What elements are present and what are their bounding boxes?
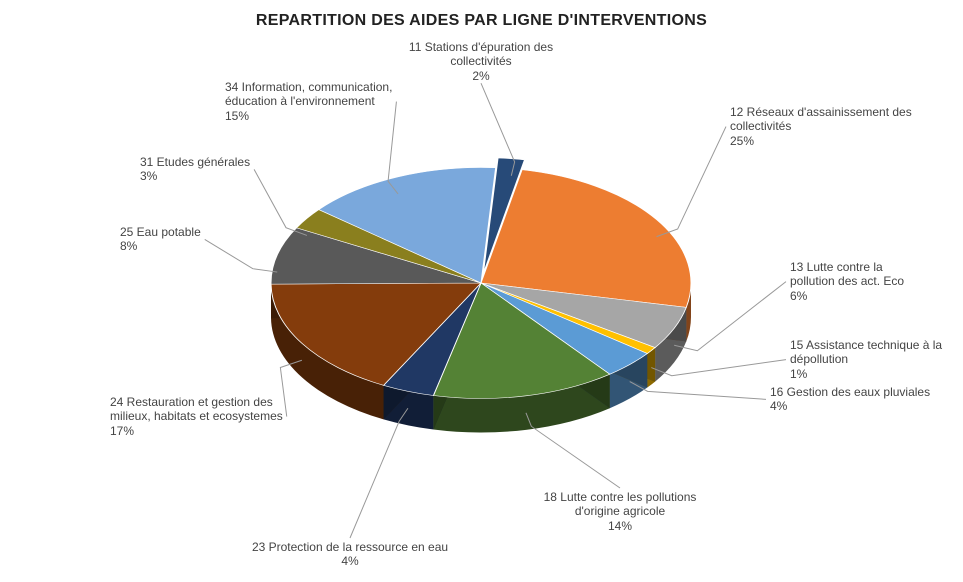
pie-label: 31 Etudes générales3% [140,155,250,184]
pie-label: 25 Eau potable8% [120,225,201,254]
pie-label: 23 Protection de la ressource en eau4% [252,540,448,569]
pie-label: 15 Assistance technique à ladépollution1… [790,338,942,381]
pie-label: 16 Gestion des eaux pluviales4% [770,385,930,414]
pie-label: 13 Lutte contre lapollution des act. Eco… [790,260,904,303]
pie-label: 11 Stations d'épuration descollectivités… [409,40,553,83]
chart-title: REPARTITION DES AIDES PAR LIGNE D'INTERV… [0,12,963,30]
pie-label: 12 Réseaux d'assainissement descollectiv… [730,105,912,148]
pie-label: 24 Restauration et gestion desmilieux, h… [110,395,283,438]
pie-label: 18 Lutte contre les pollutionsd'origine … [544,490,697,533]
pie-label: 34 Information, communication,éducation … [225,80,392,123]
